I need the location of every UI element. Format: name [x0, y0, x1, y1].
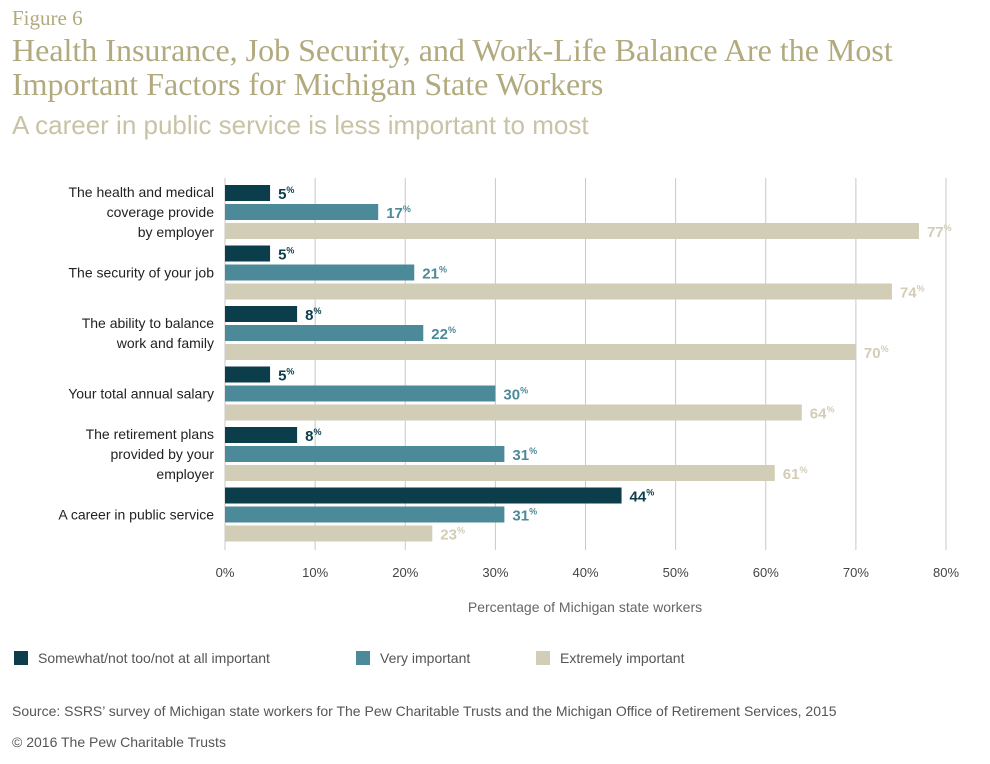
bar — [225, 344, 856, 360]
data-label: 70% — [864, 344, 889, 362]
chart-legend: Somewhat/not too/not at all important Ver… — [14, 650, 974, 670]
legend-swatch — [356, 651, 370, 665]
bar — [225, 283, 892, 300]
x-tick-label: 40% — [572, 565, 598, 580]
data-label: 21% — [422, 265, 447, 283]
x-tick-label: 50% — [663, 565, 689, 580]
source-note: Source: SSRS’ survey of Michigan state w… — [12, 703, 837, 719]
x-axis-label: Percentage of Michigan state workers — [468, 599, 702, 615]
legend-swatch — [536, 651, 550, 665]
category-label: Your total annual salary — [68, 386, 214, 402]
bar — [225, 245, 271, 262]
copyright-note: © 2016 The Pew Charitable Trusts — [12, 734, 226, 750]
bar — [225, 465, 775, 481]
legend-item: Extremely important — [536, 650, 684, 666]
data-label: 17% — [386, 204, 411, 222]
category-label: The health and medical — [68, 184, 214, 200]
data-label: 30% — [503, 386, 528, 404]
legend-swatch — [14, 651, 28, 665]
data-label: 5% — [278, 246, 294, 264]
legend-label: Very important — [380, 650, 471, 666]
bar — [225, 264, 415, 281]
data-label: 31% — [512, 507, 537, 525]
x-tick-label: 0% — [216, 565, 235, 580]
data-label: 31% — [512, 446, 537, 464]
data-label: 5% — [278, 367, 294, 385]
data-label: 77% — [927, 223, 952, 241]
data-label: 8% — [305, 306, 321, 324]
x-tick-label: 30% — [482, 565, 508, 580]
x-tick-label: 10% — [302, 565, 328, 580]
bar — [225, 204, 379, 220]
x-tick-label: 80% — [933, 565, 959, 580]
x-tick-label: 70% — [843, 565, 869, 580]
category-label: employer — [156, 466, 214, 482]
data-label: 22% — [431, 325, 456, 343]
legend-label: Extremely important — [560, 650, 685, 666]
category-label: A career in public service — [58, 507, 214, 523]
data-label: 5% — [278, 185, 294, 203]
data-label: 64% — [810, 405, 835, 423]
category-label: provided by your — [110, 446, 214, 462]
data-label: 44% — [630, 488, 655, 506]
bar — [225, 223, 919, 239]
data-label: 23% — [440, 526, 465, 544]
bar — [225, 506, 505, 523]
bar — [225, 385, 496, 402]
category-label: The security of your job — [68, 265, 214, 281]
x-tick-label: 20% — [392, 565, 418, 580]
x-tick-label: 60% — [753, 565, 779, 580]
chart-title: Health Insurance, Job Security, and Work… — [12, 32, 893, 102]
bar — [225, 185, 271, 201]
bar — [225, 525, 433, 542]
chart-subtitle: A career in public service is less impor… — [12, 110, 589, 140]
bar — [225, 446, 505, 462]
bar — [225, 487, 622, 504]
bar — [225, 366, 271, 383]
category-label: coverage provide — [107, 204, 215, 220]
bar-chart: 0% 10% 20% 30% 40% 50% 60% 70% 80% Percentage of … — [58, 178, 959, 615]
category-label: The ability to balance — [82, 315, 215, 331]
bar — [225, 404, 802, 421]
data-label: 74% — [900, 284, 925, 302]
data-label: 61% — [783, 465, 808, 483]
bar — [225, 306, 298, 322]
bar — [225, 325, 424, 341]
data-label: 8% — [305, 427, 321, 445]
legend-item: Very important — [356, 650, 470, 666]
bar — [225, 427, 298, 443]
legend-item: Somewhat/not too/not at all important — [14, 650, 270, 666]
figure-label: Figure 6 — [12, 6, 83, 30]
category-label: by employer — [138, 224, 215, 240]
category-label: work and family — [116, 335, 214, 351]
legend-label: Somewhat/not too/not at all important — [38, 650, 270, 666]
category-label: The retirement plans — [86, 426, 214, 442]
